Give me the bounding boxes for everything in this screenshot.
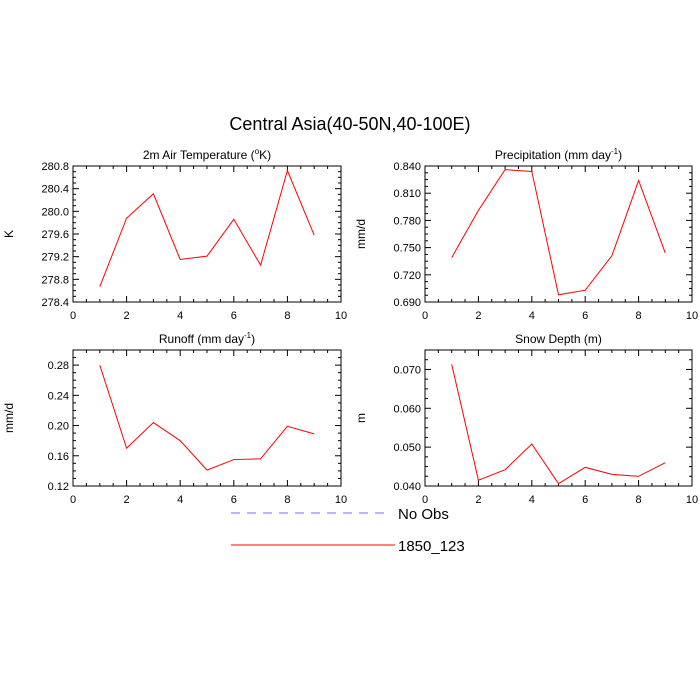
x-tick-label: 6 bbox=[231, 494, 237, 506]
x-tick-label: 4 bbox=[529, 310, 535, 322]
panel-2: 0 2 4 6 8 10 0.690 0.720 0.750 0.780 0.810 0.840 mm/… bbox=[354, 147, 698, 322]
panel-3: 0 2 4 6 8 10 0.12 0.16 0.20 0.24 0.28 mm/d Runoff (m… bbox=[2, 331, 347, 506]
x-tick-label: 10 bbox=[335, 310, 347, 322]
legend: No Obs 1850_123 bbox=[231, 506, 465, 555]
x-tick-label: 0 bbox=[70, 310, 76, 322]
legend-label-1850-123: 1850_123 bbox=[398, 538, 465, 555]
panel-1: 0 2 4 6 8 10 278.4 278.8 279.2 279.6 280.0 280.4 280… bbox=[2, 147, 347, 322]
panels: 0 2 4 6 8 10278.4278.8279.2279.6280.0280.4280… bbox=[2, 147, 698, 506]
y-tick-label: 0.050 bbox=[393, 442, 421, 454]
y-tick-label: 0.750 bbox=[393, 243, 421, 255]
y-tick-label: 0.20 bbox=[48, 421, 69, 433]
x-tick-label: 6 bbox=[582, 494, 588, 506]
x-tick-label: 6 bbox=[231, 310, 237, 322]
x-tick-label: 2 bbox=[124, 494, 130, 506]
x-tick-label: 8 bbox=[284, 310, 290, 322]
y-tick-label: 280.8 bbox=[41, 161, 69, 173]
x-tick-label: 8 bbox=[636, 310, 642, 322]
y-axis-label: mm/d bbox=[354, 219, 368, 249]
legend-label-no-obs: No Obs bbox=[398, 506, 449, 523]
figure-title: Central Asia(40-50N,40-100E) bbox=[229, 114, 470, 134]
x-tick-label: 4 bbox=[177, 310, 183, 322]
y-tick-label: 279.2 bbox=[41, 252, 69, 264]
y-tick-label: 280.4 bbox=[41, 184, 69, 196]
x-tick-label: 4 bbox=[529, 494, 535, 506]
panel-title: 2m Air Temperature (oK) bbox=[143, 147, 271, 162]
y-tick-label: 278.4 bbox=[41, 297, 69, 309]
y-tick-label: 0.720 bbox=[393, 270, 421, 282]
y-axis-label: K bbox=[2, 230, 16, 238]
y-axis-label: mm/d bbox=[2, 403, 16, 433]
y-tick-label: 0.070 bbox=[393, 364, 421, 376]
series-line-1850-123 bbox=[99, 169, 315, 287]
x-tick-label: 4 bbox=[177, 494, 183, 506]
y-tick-label: 0.840 bbox=[393, 161, 421, 173]
plot-frame bbox=[424, 349, 693, 487]
series-line-1850-123 bbox=[451, 364, 666, 485]
y-tick-label: 0.16 bbox=[48, 451, 69, 463]
y-tick-label: 0.810 bbox=[393, 188, 421, 200]
x-tick-label: 0 bbox=[70, 494, 76, 506]
x-tick-label: 0 bbox=[422, 310, 428, 322]
y-tick-label: 0.690 bbox=[393, 297, 421, 309]
x-tick-label: 10 bbox=[335, 494, 347, 506]
series-line-1850-123 bbox=[99, 364, 315, 471]
x-tick-label: 6 bbox=[582, 310, 588, 322]
panel-title: Snow Depth (m) bbox=[515, 332, 602, 346]
panel-title: Precipitation (mm day-1) bbox=[495, 147, 622, 162]
series-line-1850-123 bbox=[451, 169, 666, 296]
plot-frame bbox=[72, 349, 342, 487]
y-axis-label: m bbox=[354, 413, 368, 423]
x-tick-label: 10 bbox=[686, 310, 698, 322]
y-tick-label: 279.6 bbox=[41, 229, 69, 241]
x-tick-label: 2 bbox=[475, 310, 481, 322]
y-tick-label: 278.8 bbox=[41, 274, 69, 286]
y-tick-label: 0.12 bbox=[48, 481, 69, 493]
x-tick-label: 10 bbox=[686, 494, 698, 506]
x-tick-label: 0 bbox=[422, 494, 428, 506]
y-tick-label: 0.040 bbox=[393, 481, 421, 493]
y-tick-label: 0.060 bbox=[393, 403, 421, 415]
x-tick-label: 8 bbox=[636, 494, 642, 506]
plot-frame bbox=[72, 165, 342, 303]
y-tick-label: 0.28 bbox=[48, 360, 69, 372]
x-tick-label: 2 bbox=[475, 494, 481, 506]
y-tick-label: 0.24 bbox=[48, 390, 69, 402]
y-tick-label: 280.0 bbox=[41, 206, 69, 218]
x-tick-label: 2 bbox=[124, 310, 130, 322]
panel-title: Runoff (mm day-1) bbox=[159, 331, 255, 346]
panel-4: 0 2 4 6 8 10 0.040 0.050 0.060 0.070 m Snow Depth (… bbox=[354, 332, 698, 506]
y-tick-label: 0.780 bbox=[393, 215, 421, 227]
x-tick-label: 8 bbox=[284, 494, 290, 506]
